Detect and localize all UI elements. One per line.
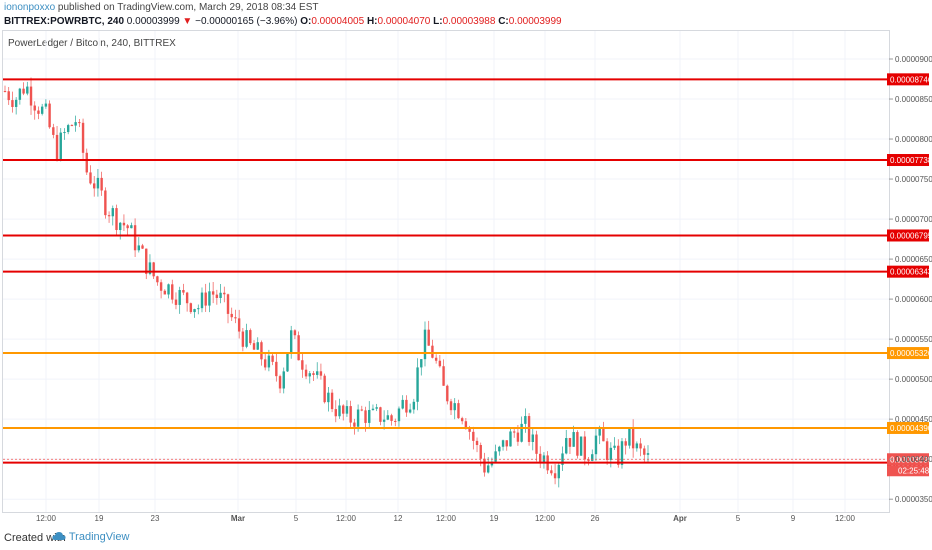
- x-tick-label: 12:00: [436, 514, 457, 523]
- author-link[interactable]: iononpoxxo: [4, 2, 56, 13]
- level-label: 0.00007738: [890, 156, 932, 165]
- x-tick-label: 12:00: [835, 514, 856, 523]
- open-value: 0.00004005: [311, 16, 365, 27]
- x-tick-label: 12:00: [535, 514, 556, 523]
- countdown-label: 02:25:48: [898, 466, 930, 475]
- y-tick-label: 0.00003500: [895, 495, 932, 504]
- published-text: published on TradingView.com, March 29, …: [55, 2, 319, 13]
- cloud-icon: [52, 532, 66, 540]
- publish-line: iononpoxxo published on TradingView.com,…: [4, 2, 318, 13]
- open-label: O:: [300, 16, 312, 27]
- change: −0.00000165 (−3.96%): [195, 16, 298, 27]
- footer: Created with TradingView: [0, 528, 932, 550]
- level-label: 0.00006343: [890, 268, 932, 277]
- close-label: C:: [498, 16, 509, 27]
- change-arrow-icon: ▼: [182, 16, 193, 27]
- x-tick-label: 19: [490, 514, 499, 523]
- level-tag: [887, 73, 929, 86]
- level-label: 0.00005326: [890, 349, 932, 358]
- level-tag: [887, 265, 929, 278]
- symbol: BITTREX:POWRBTC, 240: [4, 16, 125, 27]
- last-price: 0.00003999: [126, 16, 180, 27]
- time-axis[interactable]: 12:00 19 23 Mar 5 12:00 12 12:00 19 12:00 26 Apr 5 9 1…: [36, 514, 856, 523]
- x-tick-label: 5: [294, 514, 299, 523]
- x-tick-label: 9: [791, 514, 796, 523]
- header: iononpoxxo published on TradingView.com,…: [0, 0, 932, 30]
- x-tick-label: 12:00: [336, 514, 357, 523]
- level-label: 0.00006795: [890, 231, 932, 240]
- chart-legend: PowerLedger / Bitcoin, 240, BITTREX: [8, 38, 176, 49]
- last-price-tag: [887, 453, 929, 466]
- countdown-tag: [887, 465, 929, 477]
- chart-frame[interactable]: [2, 30, 890, 513]
- created-with-text: Created with: [4, 532, 66, 544]
- level-tag: [887, 456, 929, 469]
- tradingview-logo[interactable]: TradingView: [52, 531, 129, 543]
- x-tick-label: 19: [95, 514, 104, 523]
- level-label: 0.00004390: [890, 424, 932, 433]
- level-tag: [887, 229, 929, 242]
- level-label: 0.00008746: [890, 75, 932, 84]
- symbol-line: BITTREX:POWRBTC, 240 0.00003999 ▼ −0.000…: [4, 16, 562, 27]
- x-tick-label: 12: [394, 514, 403, 523]
- level-tag: [887, 347, 929, 360]
- x-tick-label: Mar: [231, 514, 245, 523]
- x-tick-label: 5: [736, 514, 741, 523]
- last-price-label: 0.00003999: [890, 455, 932, 464]
- x-tick-label: 23: [151, 514, 160, 523]
- level-label: 0.00003957: [890, 459, 932, 468]
- x-tick-label: Apr: [673, 514, 687, 523]
- level-tag: [887, 421, 929, 434]
- tradingview-brand: TradingView: [68, 531, 130, 543]
- low-value: 0.00003988: [442, 16, 496, 27]
- low-label: L:: [433, 16, 443, 27]
- x-tick-label: 12:00: [36, 514, 57, 523]
- x-tick-label: 26: [591, 514, 600, 523]
- high-value: 0.00004070: [377, 16, 431, 27]
- level-tag: [887, 154, 929, 167]
- high-label: H:: [366, 16, 378, 27]
- close-value: 0.00003999: [508, 16, 562, 27]
